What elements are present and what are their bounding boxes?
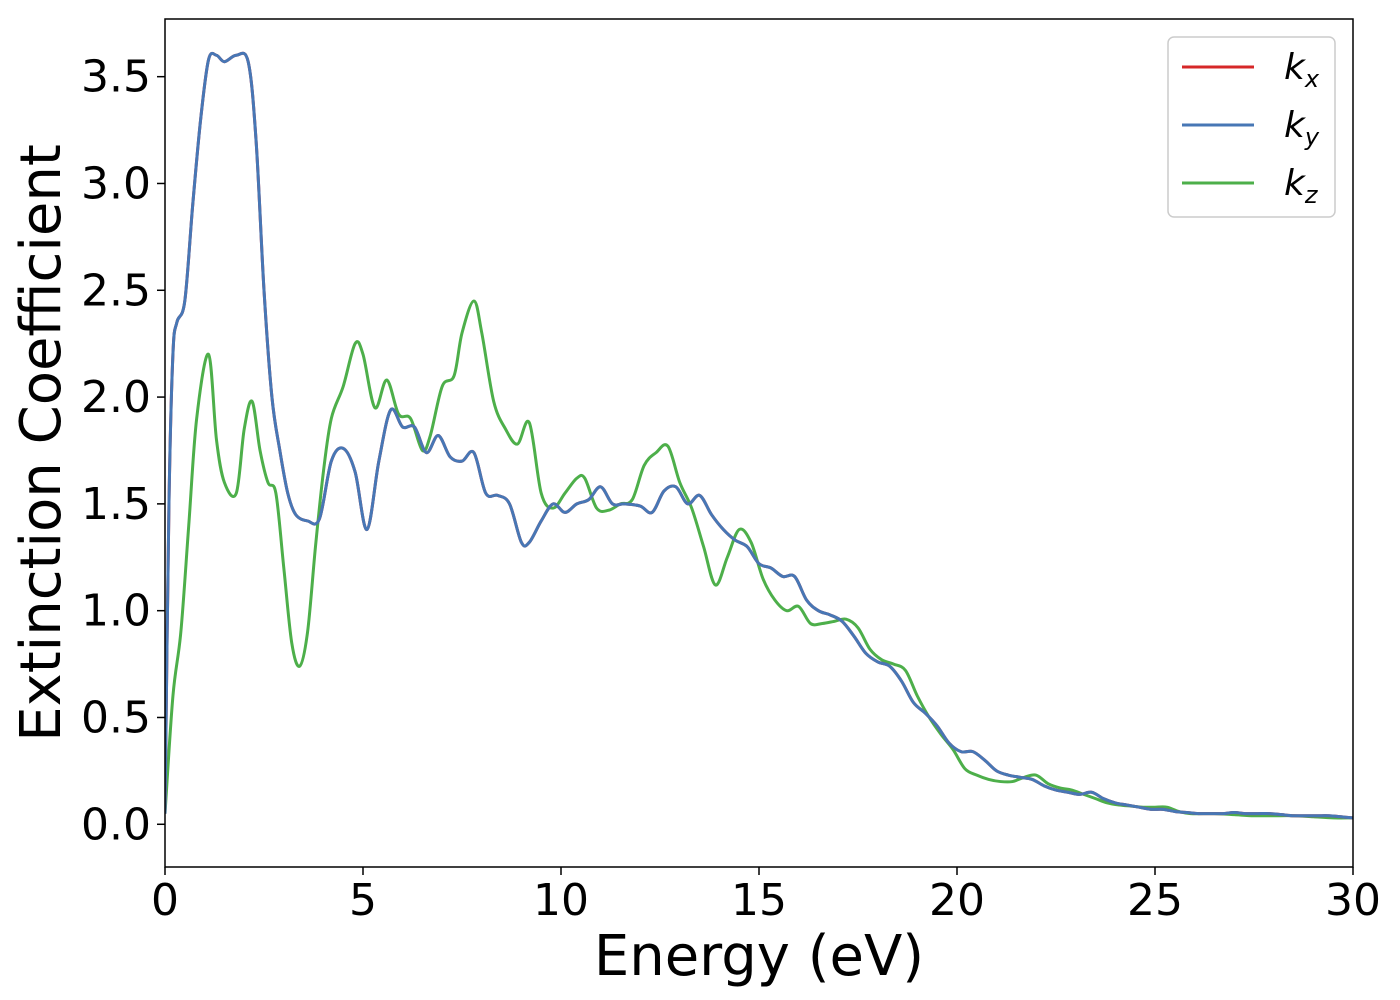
y-tick-label: 3.5	[81, 52, 151, 103]
legend-label-kx: kx	[1284, 47, 1320, 93]
x-tick-label: 15	[731, 875, 787, 926]
series-layer	[165, 51, 1353, 820]
x-tick-label: 5	[349, 875, 377, 926]
y-tick-label: 2.0	[81, 372, 151, 423]
y-tick-label: 1.5	[81, 479, 151, 530]
legend-label-ky: ky	[1284, 105, 1320, 151]
y-tick-label: 3.0	[81, 158, 151, 209]
y-tick-label: 1.0	[81, 586, 151, 637]
x-tick-label: 20	[929, 875, 985, 926]
y-tick-label: 0.5	[81, 692, 151, 743]
series-line-ky	[165, 51, 1353, 820]
y-tick-label: 0.0	[81, 799, 151, 850]
series-line-kz	[165, 299, 1353, 820]
y-axis: 0.0 0.5 1.0 1.5 2.0 2.5 3.0 3.5	[81, 52, 165, 850]
x-tick-label: 25	[1127, 875, 1183, 926]
legend-box	[1167, 36, 1336, 218]
x-tick-label: 10	[533, 875, 589, 926]
x-tick-label: 30	[1325, 875, 1381, 926]
legend: kx ky kz	[1167, 36, 1336, 218]
x-tick-label: 0	[151, 875, 179, 926]
x-axis: 0 5 10 15 20 25 30	[151, 867, 1381, 926]
y-tick-label: 2.5	[81, 265, 151, 316]
y-axis-title: Extinction Coefficient	[9, 144, 74, 742]
x-axis-title: Energy (eV)	[594, 924, 924, 989]
legend-label-kz: kz	[1284, 163, 1319, 209]
